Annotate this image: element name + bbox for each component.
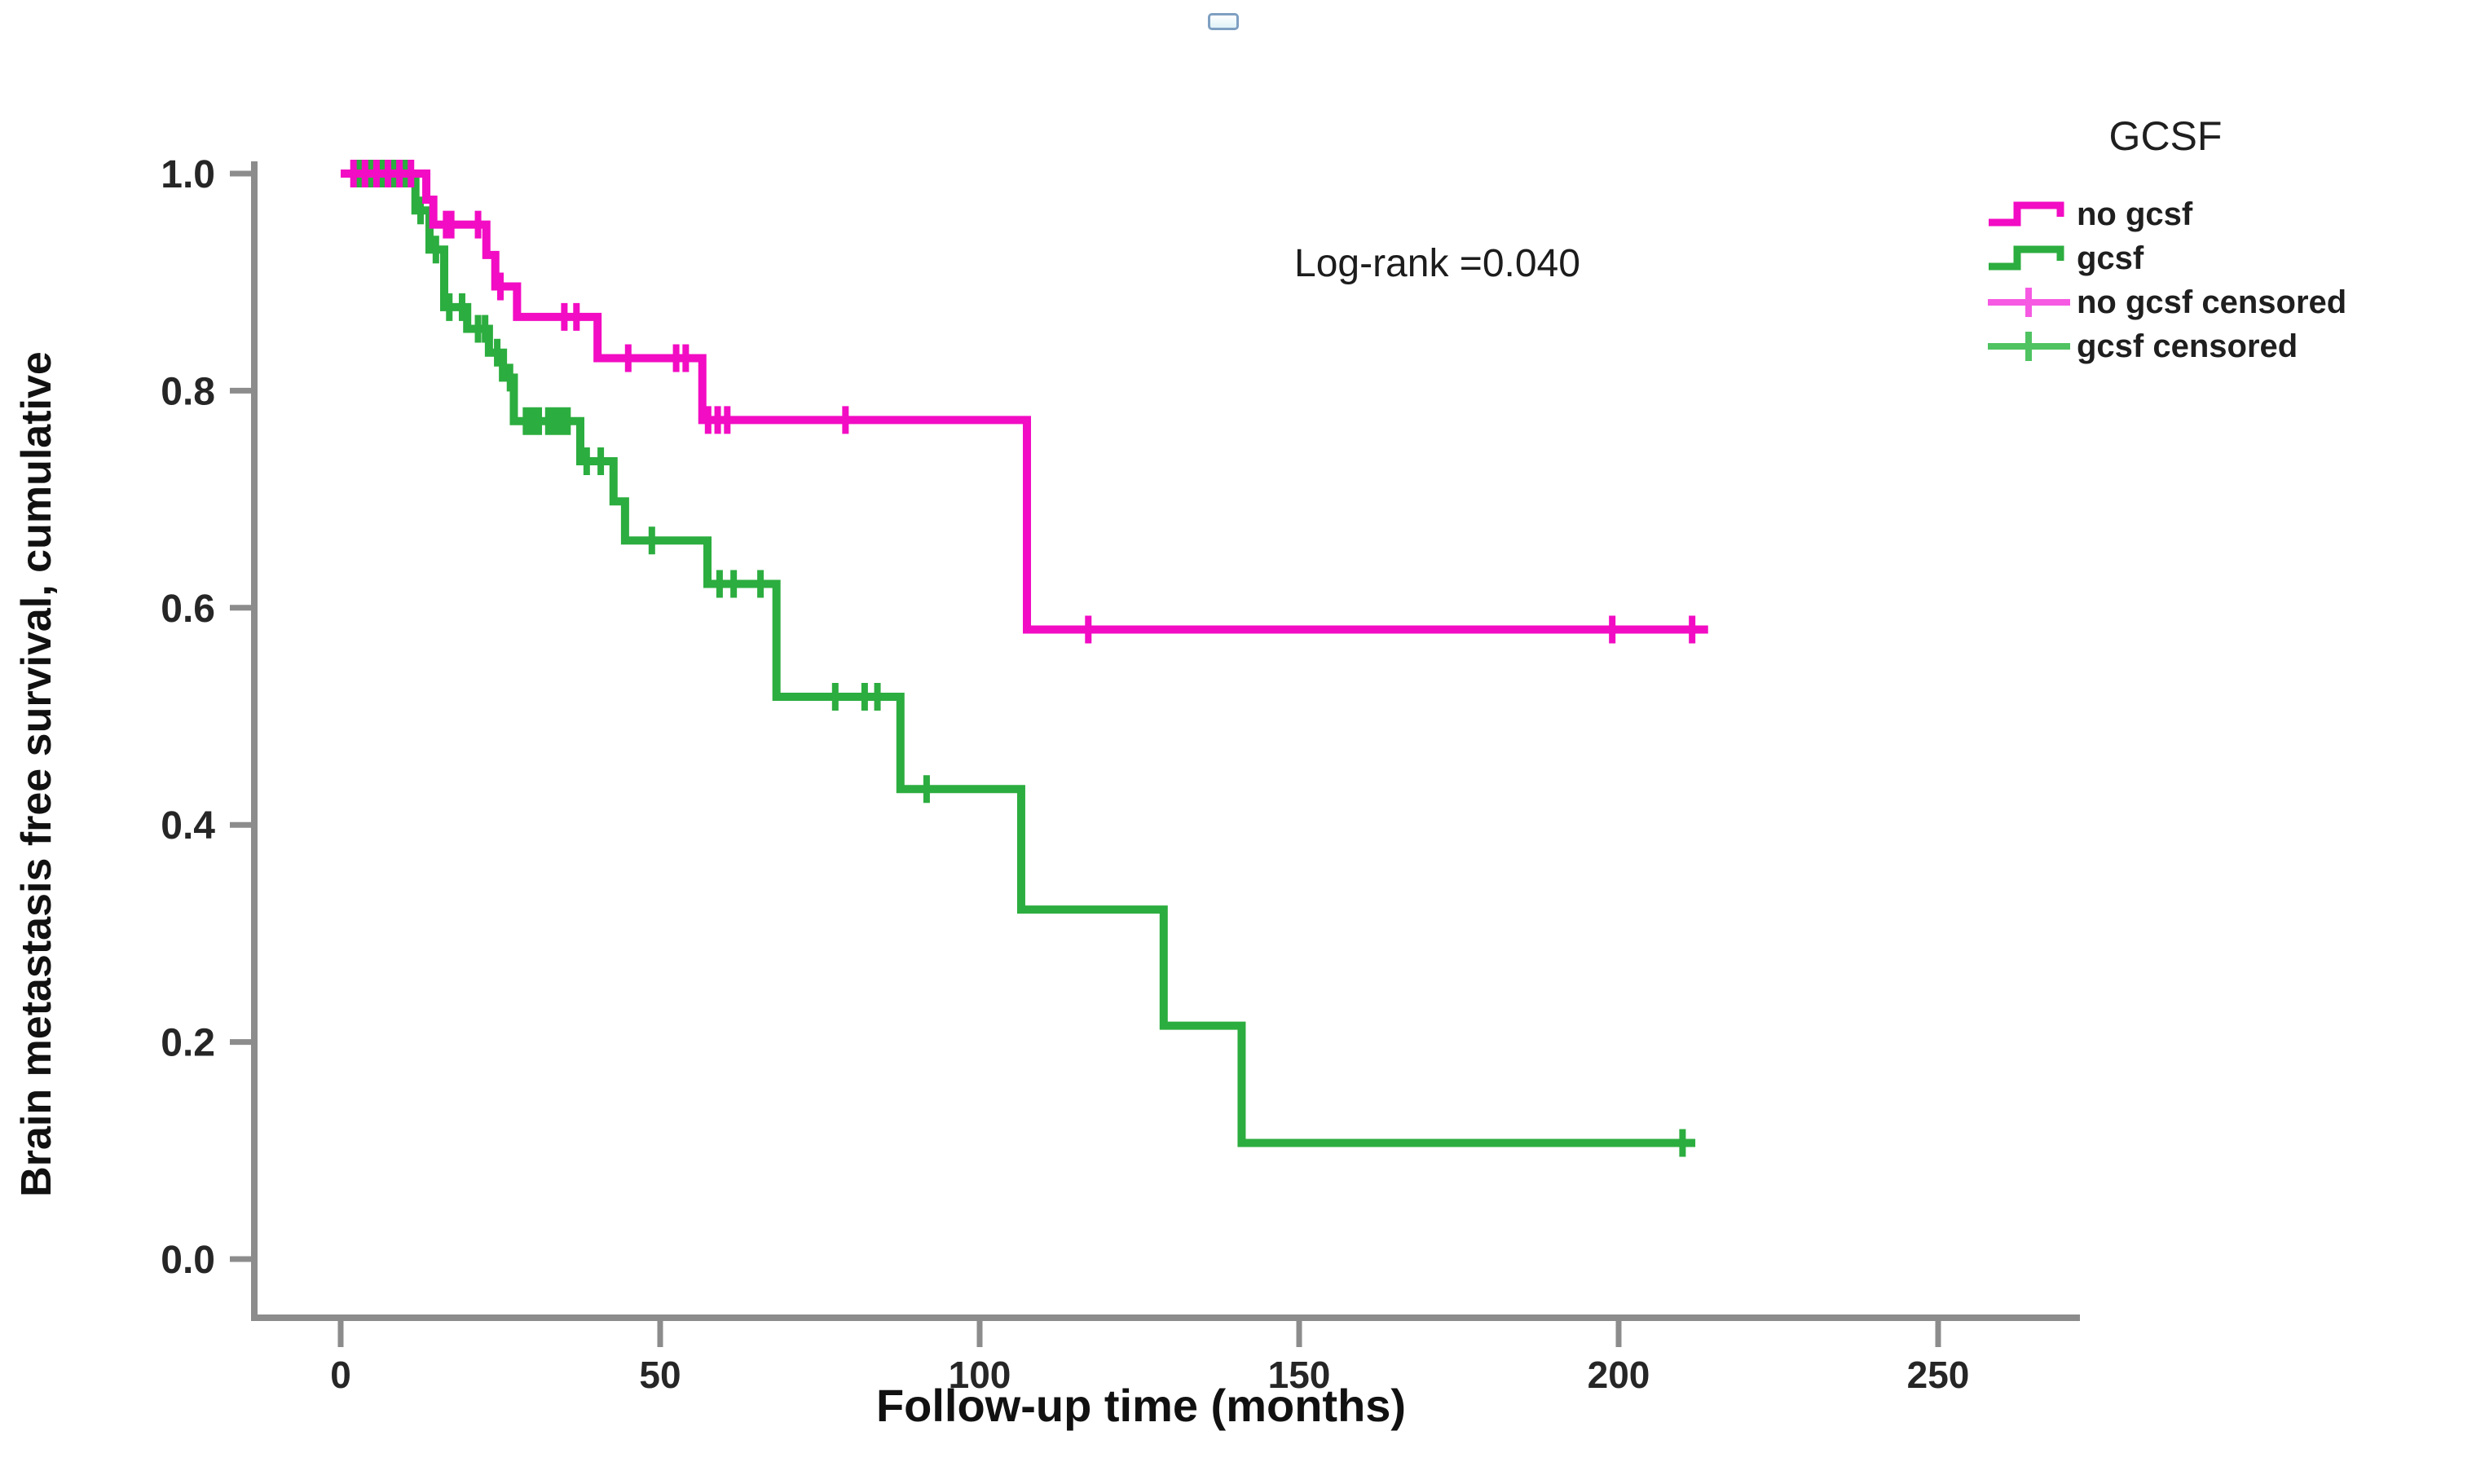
x-tick-label: 100 [949,1354,1011,1396]
legend-item-no-gcsf: no gcsf [1986,192,2485,236]
legend: GCSF no gcsf gcsf no gcsf censored gcsf … [1986,112,2485,368]
y-axis-title: Brain metastasis free survival, cumulati… [13,351,60,1197]
y-tick-label: 0.0 [161,1239,215,1282]
x-tick-label: 0 [330,1354,351,1396]
censor-plus-marker-icon [1988,288,2070,317]
legend-title: GCSF [2108,113,2223,159]
y-tick-label: 0.8 [161,370,215,413]
x-tick-label: 200 [1588,1354,1650,1396]
survival-curve-no-gcsf [341,170,1708,634]
x-tick-label: 50 [639,1354,681,1396]
legend-label: no gcsf censored [2077,284,2347,320]
x-axis-title: Follow-up time (months) [875,1380,1407,1431]
censor-marks-no-gcsf [350,160,1696,644]
censor-marks-gcsf [355,160,1686,1157]
x-tick-label: 150 [1268,1354,1331,1396]
y-tick-label: 0.6 [161,588,215,631]
legend-item-gcsf-censored: gcsf censored [1986,324,2485,368]
y-tick-label: 0.4 [161,804,215,848]
survival-curve-gcsf [341,170,1696,1147]
legend-label: gcsf censored [2077,328,2298,364]
step-line-marker-icon [1989,201,2064,227]
legend-label: no gcsf [2077,196,2193,232]
censor-plus-marker-icon [1988,332,2070,361]
log-rank-annotation: Log-rank =0.040 [1294,242,1580,285]
y-tick-label: 0.2 [161,1022,215,1065]
legend-item-no-gcsf-censored: no gcsf censored [1986,280,2485,324]
x-tick-label: 250 [1907,1354,1970,1396]
step-line-marker-icon [1989,245,2064,271]
legend-item-gcsf: gcsf [1986,236,2485,280]
collapsed-image-placeholder-icon [1208,13,1239,30]
legend-label: gcsf [2077,240,2144,276]
y-tick-label: 1.0 [161,153,215,196]
